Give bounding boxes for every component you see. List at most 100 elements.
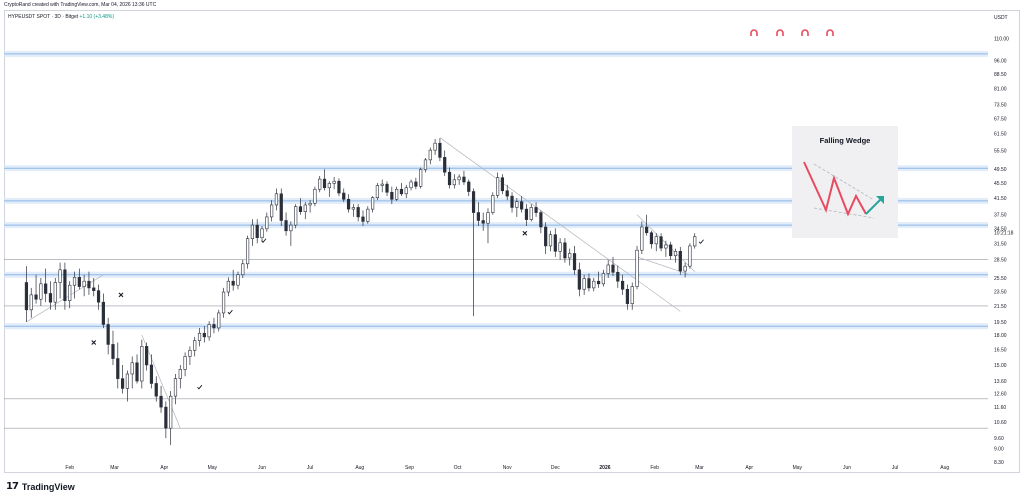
candle-body: [491, 195, 495, 213]
candle-body: [539, 212, 543, 228]
candle-body: [673, 251, 678, 257]
candle-body: [149, 364, 154, 384]
candle-body: [649, 232, 654, 245]
candle-body: [250, 224, 255, 239]
candle-body: [53, 282, 57, 303]
candle-body: [82, 280, 86, 287]
candle-body: [548, 234, 553, 247]
y-tick-label: 10.60: [994, 420, 1007, 426]
x-tick-label: Mar: [695, 465, 704, 471]
chart-credit: CryptoRand created with TradingView.com,…: [4, 2, 157, 8]
candle-body: [414, 181, 418, 187]
candle-body: [202, 332, 206, 338]
candle-body: [120, 378, 125, 389]
candle-body: [640, 226, 644, 251]
candle-body: [625, 288, 630, 304]
candle-body: [24, 282, 29, 311]
candle-body: [375, 185, 380, 199]
trendline-descending: [439, 137, 681, 312]
candle-body: [294, 206, 298, 226]
axis-unit-label[interactable]: USDT: [994, 15, 1008, 21]
candle-body: [342, 192, 346, 200]
candle-body: [169, 395, 173, 429]
candle-body: [111, 344, 115, 359]
y-tick-label: 61.50: [994, 132, 1007, 138]
candle-body: [241, 263, 245, 276]
price-change: +1.10 (+3.48%): [79, 14, 114, 20]
candle-body: [476, 212, 480, 221]
candle-body: [438, 142, 442, 158]
y-tick-label: 19.50: [994, 320, 1007, 326]
candle-body: [135, 362, 139, 382]
candle-body: [221, 291, 226, 314]
candle-body: [327, 183, 331, 189]
candle-body: [399, 188, 404, 195]
candle-body: [92, 287, 96, 291]
candle-body: [395, 188, 399, 200]
candle-body: [318, 178, 322, 190]
y-tick-label: 88.50: [994, 72, 1007, 78]
candle-body: [29, 294, 33, 311]
candle-body: [231, 280, 235, 286]
candle-body: [404, 187, 408, 195]
candle-body: [515, 201, 519, 208]
x-tick-label: Aug: [940, 465, 949, 471]
x-tick-label: Jun: [843, 465, 851, 471]
candle-body: [520, 201, 524, 210]
candle-body: [337, 180, 341, 194]
magnet-icon: [776, 29, 784, 36]
candle-body: [68, 284, 72, 301]
candle-body: [452, 179, 456, 186]
wedge-lower-line: [813, 207, 875, 219]
candle-body: [270, 204, 274, 218]
candle-body: [390, 191, 394, 200]
candle-body: [558, 242, 562, 252]
candle-body: [106, 324, 110, 345]
tradingview-logo[interactable]: 17 TradingView: [6, 481, 75, 492]
candle-body: [443, 157, 447, 173]
candle-body: [428, 149, 432, 161]
candle-body: [44, 283, 48, 294]
candle-body: [370, 197, 375, 210]
y-tick-label: 13.60: [994, 379, 1007, 385]
candle-body: [621, 280, 625, 290]
x-tick-label: Nov: [503, 465, 512, 471]
candle-body: [529, 207, 533, 220]
candle-body: [654, 236, 658, 245]
candle-body: [568, 253, 572, 259]
x-tick-label: Dec: [551, 465, 560, 471]
symbol-name[interactable]: HYPEUSDT SPOT · 3D · Bitget: [8, 14, 79, 20]
candle-body: [289, 224, 293, 232]
y-tick-label: 11.60: [994, 405, 1006, 411]
y-tick-label: 41.50: [994, 196, 1007, 202]
y-tick-label: 21.50: [994, 304, 1007, 310]
candle-body: [496, 177, 500, 196]
candle-body: [77, 277, 81, 287]
candle-body: [125, 373, 130, 389]
candle-body: [140, 346, 144, 382]
candle-body: [592, 280, 596, 289]
candle-body: [63, 269, 67, 301]
candle-body: [611, 264, 615, 273]
x-tick-label: Jul: [892, 465, 898, 471]
y-tick-label: 23.50: [994, 289, 1007, 295]
candle-body: [601, 273, 605, 285]
x-tick-label: Aug: [355, 465, 364, 471]
candle-body: [226, 280, 230, 293]
y-tick-label: 37.50: [994, 213, 1007, 219]
candle-body: [457, 176, 461, 181]
candle-body: [332, 180, 336, 184]
candle-body: [635, 249, 639, 287]
candle-body: [236, 274, 240, 286]
falling-wedge-title: Falling Wedge: [819, 136, 871, 145]
candle-body: [688, 245, 692, 267]
y-tick-label: 15.00: [994, 363, 1007, 369]
candle-body: [572, 253, 577, 271]
candle-body: [96, 290, 101, 303]
y-tick-label: 12.60: [994, 392, 1007, 398]
symbol-legend[interactable]: HYPEUSDT SPOT · 3D · Bitget +1.10 (+3.48…: [8, 14, 114, 20]
candle-body: [505, 190, 509, 197]
candle-body: [664, 244, 668, 249]
candle-body: [356, 207, 360, 218]
